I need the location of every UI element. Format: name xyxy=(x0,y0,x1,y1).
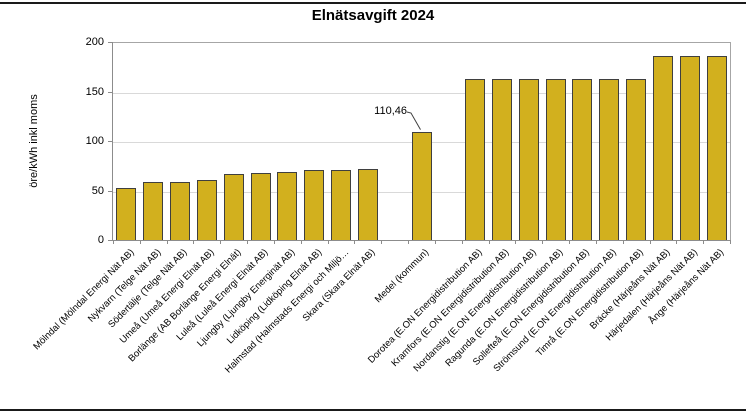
x-axis-tick xyxy=(247,241,249,244)
y-axis-tick-label: 50 xyxy=(91,184,104,197)
x-axis-tick xyxy=(273,241,275,244)
x-axis-tick xyxy=(461,241,463,244)
x-axis-tick xyxy=(300,241,302,244)
plot-area xyxy=(113,42,731,241)
x-axis-tick xyxy=(649,241,651,244)
bar xyxy=(465,79,486,241)
x-axis-tick xyxy=(381,241,383,244)
x-axis-tick xyxy=(220,241,222,244)
y-axis-tick xyxy=(108,42,112,43)
bar xyxy=(626,79,647,241)
bar xyxy=(518,79,539,241)
bar xyxy=(304,169,325,241)
bar xyxy=(491,79,512,241)
x-axis-tick xyxy=(139,241,141,244)
y-axis-tick-label: 200 xyxy=(85,36,104,48)
x-axis-tick xyxy=(542,241,544,244)
gridline xyxy=(113,92,730,94)
bar xyxy=(572,79,593,241)
x-axis-line xyxy=(112,240,731,241)
chart-title: Elnätsavgift 2024 xyxy=(311,7,435,24)
x-axis-tick xyxy=(488,241,490,244)
bar xyxy=(223,173,244,241)
y-axis-tick xyxy=(108,141,112,142)
x-axis-label: Medel (kommun) xyxy=(373,247,432,306)
bar xyxy=(331,169,352,241)
x-axis-tick xyxy=(703,241,705,244)
bar xyxy=(143,181,164,241)
x-axis-tick xyxy=(327,241,329,244)
y-axis-tick-label: 150 xyxy=(85,85,104,98)
y-axis-line xyxy=(112,42,113,241)
x-axis-tick xyxy=(569,241,571,244)
y-axis-tick-label: 100 xyxy=(85,135,104,147)
top-rule-line xyxy=(0,2,746,4)
bar xyxy=(679,55,700,241)
bar xyxy=(545,79,566,241)
y-axis-tick xyxy=(108,190,112,192)
x-axis-tick xyxy=(676,241,678,244)
bar xyxy=(250,173,271,241)
bar xyxy=(277,172,298,241)
y-axis-tick xyxy=(108,240,112,241)
bar xyxy=(116,187,137,241)
x-axis-tick xyxy=(595,241,597,244)
bar xyxy=(706,55,727,241)
x-axis-tick xyxy=(113,241,114,244)
bar xyxy=(599,79,620,241)
bar xyxy=(411,131,432,241)
x-axis-tick xyxy=(408,241,410,244)
bar xyxy=(357,168,378,241)
annotation-data-label: 110,46 xyxy=(374,105,407,117)
x-axis-tick xyxy=(193,241,195,244)
x-axis-tick xyxy=(622,241,624,244)
y-axis-tick xyxy=(108,91,112,93)
x-axis-tick xyxy=(434,241,436,244)
bar xyxy=(196,179,217,241)
y-axis-title: öre/kWh inkl moms xyxy=(28,94,40,188)
x-axis-tick xyxy=(515,241,517,244)
bar xyxy=(170,181,191,241)
bottom-rule-line xyxy=(0,409,746,411)
x-axis-tick xyxy=(730,241,731,244)
x-axis-tick xyxy=(166,241,168,244)
bar xyxy=(652,55,673,241)
y-axis-tick-label: 0 xyxy=(97,234,104,246)
x-axis-tick xyxy=(354,241,356,244)
